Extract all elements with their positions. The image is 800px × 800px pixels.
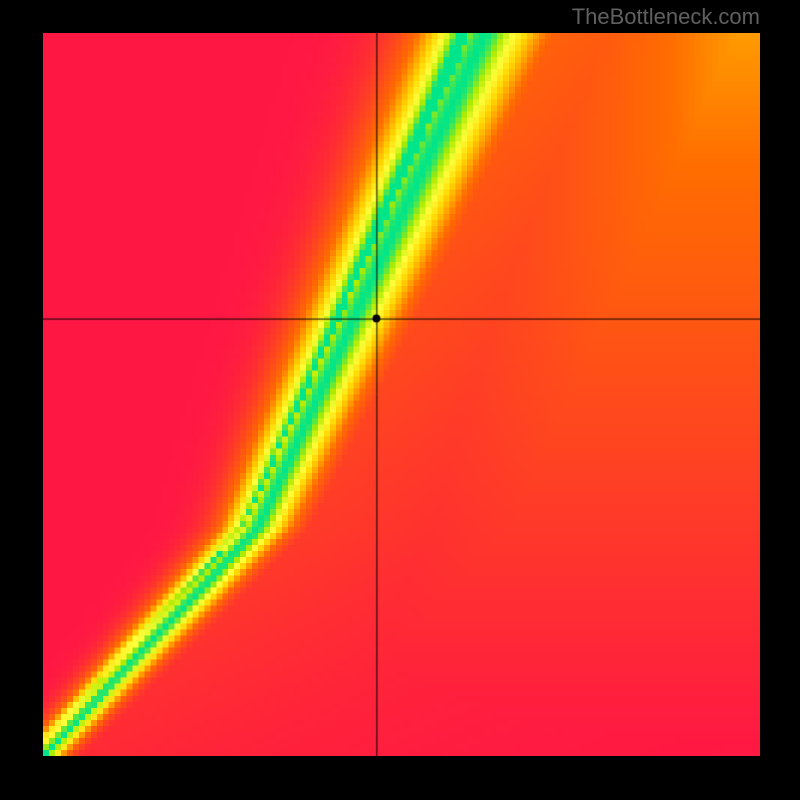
crosshair-overlay xyxy=(43,33,760,756)
chart-container: TheBottleneck.com xyxy=(0,0,800,800)
watermark-text: TheBottleneck.com xyxy=(572,4,760,30)
